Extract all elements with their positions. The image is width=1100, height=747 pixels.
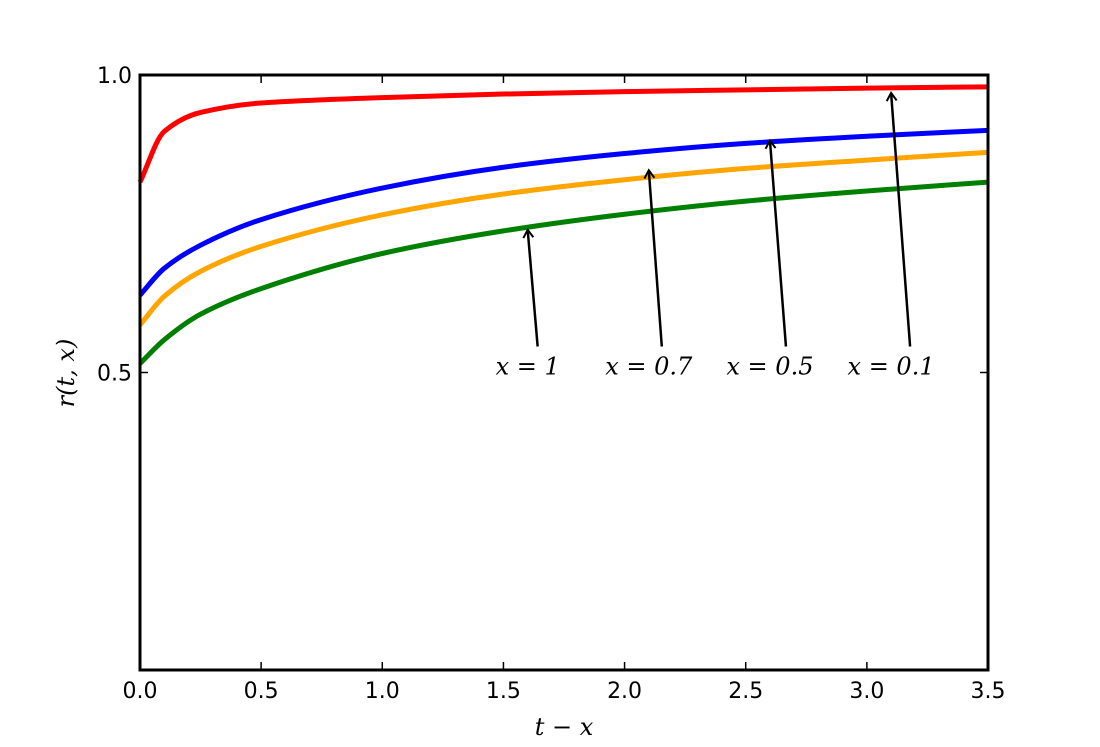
- x-tick-label: 0.0: [123, 679, 158, 704]
- annotation-layer: x = 1 x = 0.7 x = 0.5 x = 0.1: [496, 90, 935, 381]
- annotation-label-0: x = 1: [496, 353, 560, 381]
- series-line-0: [137, 84, 989, 184]
- annotation-arrow-0: [522, 227, 539, 347]
- annotation-arrow-3: [885, 90, 912, 347]
- annotation-arrow-1: [643, 168, 664, 347]
- ticks-layer: 0.0 0.5 1.0 1.5 2.0 2.5 3.0 3.5 0.5 1.0: [97, 64, 1006, 704]
- series-layer: [137, 84, 989, 366]
- annotation-arrow-2: [764, 138, 788, 347]
- x-tick-label: 2.0: [607, 679, 642, 704]
- x-axis-label: t − x: [535, 713, 594, 741]
- series-line-3: [138, 179, 989, 366]
- annotation-label-3: x = 0.1: [848, 353, 935, 381]
- x-tick-label: 0.5: [244, 679, 279, 704]
- series-line-2: [138, 149, 989, 327]
- annotation-label-2: x = 0.5: [726, 353, 813, 381]
- annotation-label-1: x = 0.7: [605, 353, 693, 381]
- y-tick-label: 1.0: [97, 64, 132, 89]
- y-tick-label: 0.5: [97, 362, 132, 387]
- y-axis-label: r(t, x): [52, 339, 80, 408]
- x-tick-label: 2.5: [728, 679, 763, 704]
- series-line-1: [138, 127, 989, 297]
- x-tick-label: 1.5: [486, 679, 521, 704]
- x-tick-label: 3.0: [849, 679, 884, 704]
- x-tick-label: 1.0: [365, 679, 400, 704]
- x-tick-label: 3.5: [971, 679, 1006, 704]
